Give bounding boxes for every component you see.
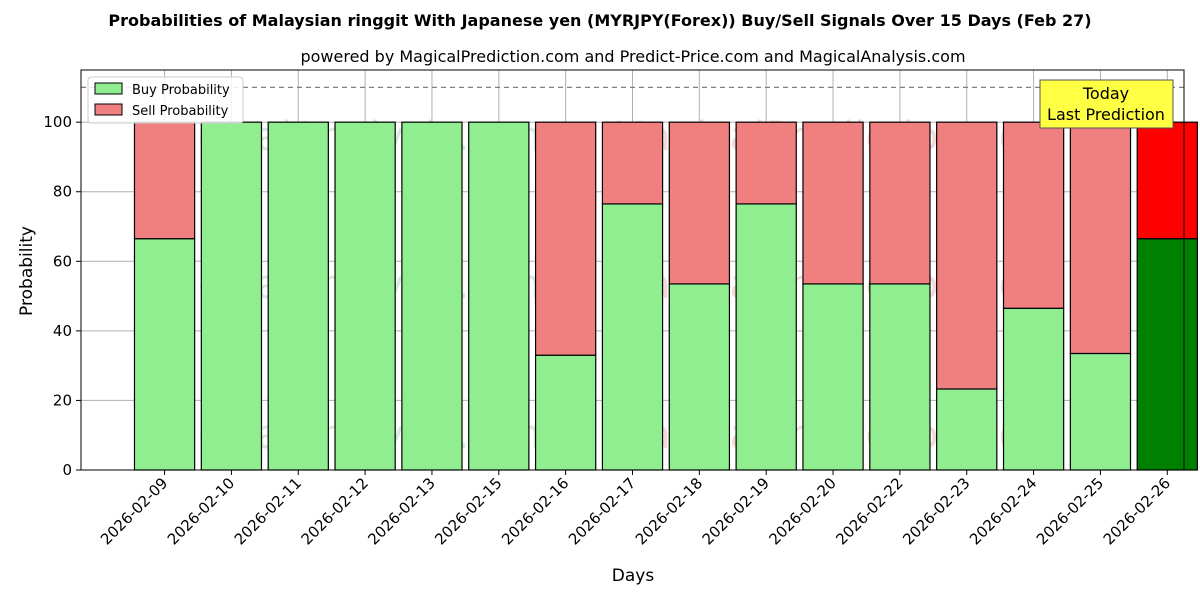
buy-bar xyxy=(534,354,597,471)
sell-bar xyxy=(534,121,597,356)
bar-layer xyxy=(133,121,1198,471)
buy-bar xyxy=(133,238,196,471)
y-tick-label: 60 xyxy=(53,252,72,270)
legend-swatch-sell xyxy=(94,103,123,116)
buy-bar xyxy=(1136,238,1198,471)
buy-bar xyxy=(200,121,263,471)
y-tick-label: 80 xyxy=(53,183,72,201)
x-tick-label: 2026-02-17 xyxy=(565,474,639,548)
chart-title: Probabilities of Malaysian ringgit With … xyxy=(108,11,1091,30)
x-tick-label: 2026-02-10 xyxy=(164,474,238,548)
sell-bar xyxy=(936,121,998,390)
x-tick-label: 2026-02-26 xyxy=(1100,474,1174,548)
chart-subtitle: powered by MagicalPrediction.com and Pre… xyxy=(300,47,965,66)
x-tick-label: 2026-02-18 xyxy=(632,474,706,548)
buy-bar xyxy=(267,121,329,471)
y-axis-ticks: 0 20 40 60 80 100 xyxy=(43,113,81,479)
y-axis-label: Probability xyxy=(17,226,37,316)
buy-bar xyxy=(668,283,731,471)
x-tick-label: 2026-02-12 xyxy=(298,474,372,548)
x-tick-label: 2026-02-15 xyxy=(431,474,505,548)
sell-bar xyxy=(735,121,797,205)
legend-label-buy: Buy Probability xyxy=(132,83,230,98)
x-tick-label: 2026-02-24 xyxy=(966,474,1040,548)
x-tick-label: 2026-02-22 xyxy=(832,474,906,548)
legend-swatch-buy xyxy=(94,82,123,95)
x-tick-label: 2026-02-13 xyxy=(364,474,438,548)
buy-bar xyxy=(1069,352,1132,471)
x-tick-label: 2026-02-16 xyxy=(498,474,572,548)
y-tick-label: 100 xyxy=(43,113,72,131)
buy-bar xyxy=(601,203,664,471)
buy-bar xyxy=(401,121,463,471)
buy-bar xyxy=(334,121,396,471)
legend-label-sell: Sell Probability xyxy=(132,104,229,119)
sell-bar xyxy=(1002,121,1065,309)
annotation-line-2: Last Prediction xyxy=(1047,105,1165,124)
x-axis-label: Days xyxy=(612,566,655,586)
today-annotation: Today Last Prediction xyxy=(1039,79,1174,129)
buy-bar xyxy=(936,388,998,471)
x-tick-label: 2026-02-23 xyxy=(899,474,973,548)
x-tick-label: 2026-02-20 xyxy=(765,474,839,548)
buy-bar xyxy=(869,283,931,471)
sell-bar xyxy=(668,121,731,285)
x-tick-label: 2026-02-11 xyxy=(231,474,305,548)
y-tick-label: 0 xyxy=(62,461,72,479)
annotation-box xyxy=(1039,79,1174,129)
buy-bar xyxy=(1002,307,1065,471)
sell-bar xyxy=(1069,121,1132,355)
buy-bar xyxy=(468,121,530,471)
x-tick-label: 2026-02-19 xyxy=(699,474,773,548)
legend-frame xyxy=(87,76,244,124)
sell-bar xyxy=(133,121,196,240)
y-tick-label: 40 xyxy=(53,322,72,340)
x-tick-label: 2026-02-09 xyxy=(97,474,171,548)
x-axis-ticks: 2026-02-092026-02-102026-02-112026-02-12… xyxy=(97,470,1174,548)
y-tick-label: 20 xyxy=(53,391,72,409)
sell-bar xyxy=(869,121,931,285)
buy-bar xyxy=(802,283,864,471)
sell-bar xyxy=(1136,121,1198,240)
buy-bar xyxy=(735,203,797,471)
x-tick-label: 2026-02-25 xyxy=(1033,474,1107,548)
sell-bar xyxy=(601,121,664,205)
annotation-line-1: Today xyxy=(1082,84,1129,103)
legend: Buy Probability Sell Probability xyxy=(87,76,244,124)
sell-bar xyxy=(802,121,864,285)
